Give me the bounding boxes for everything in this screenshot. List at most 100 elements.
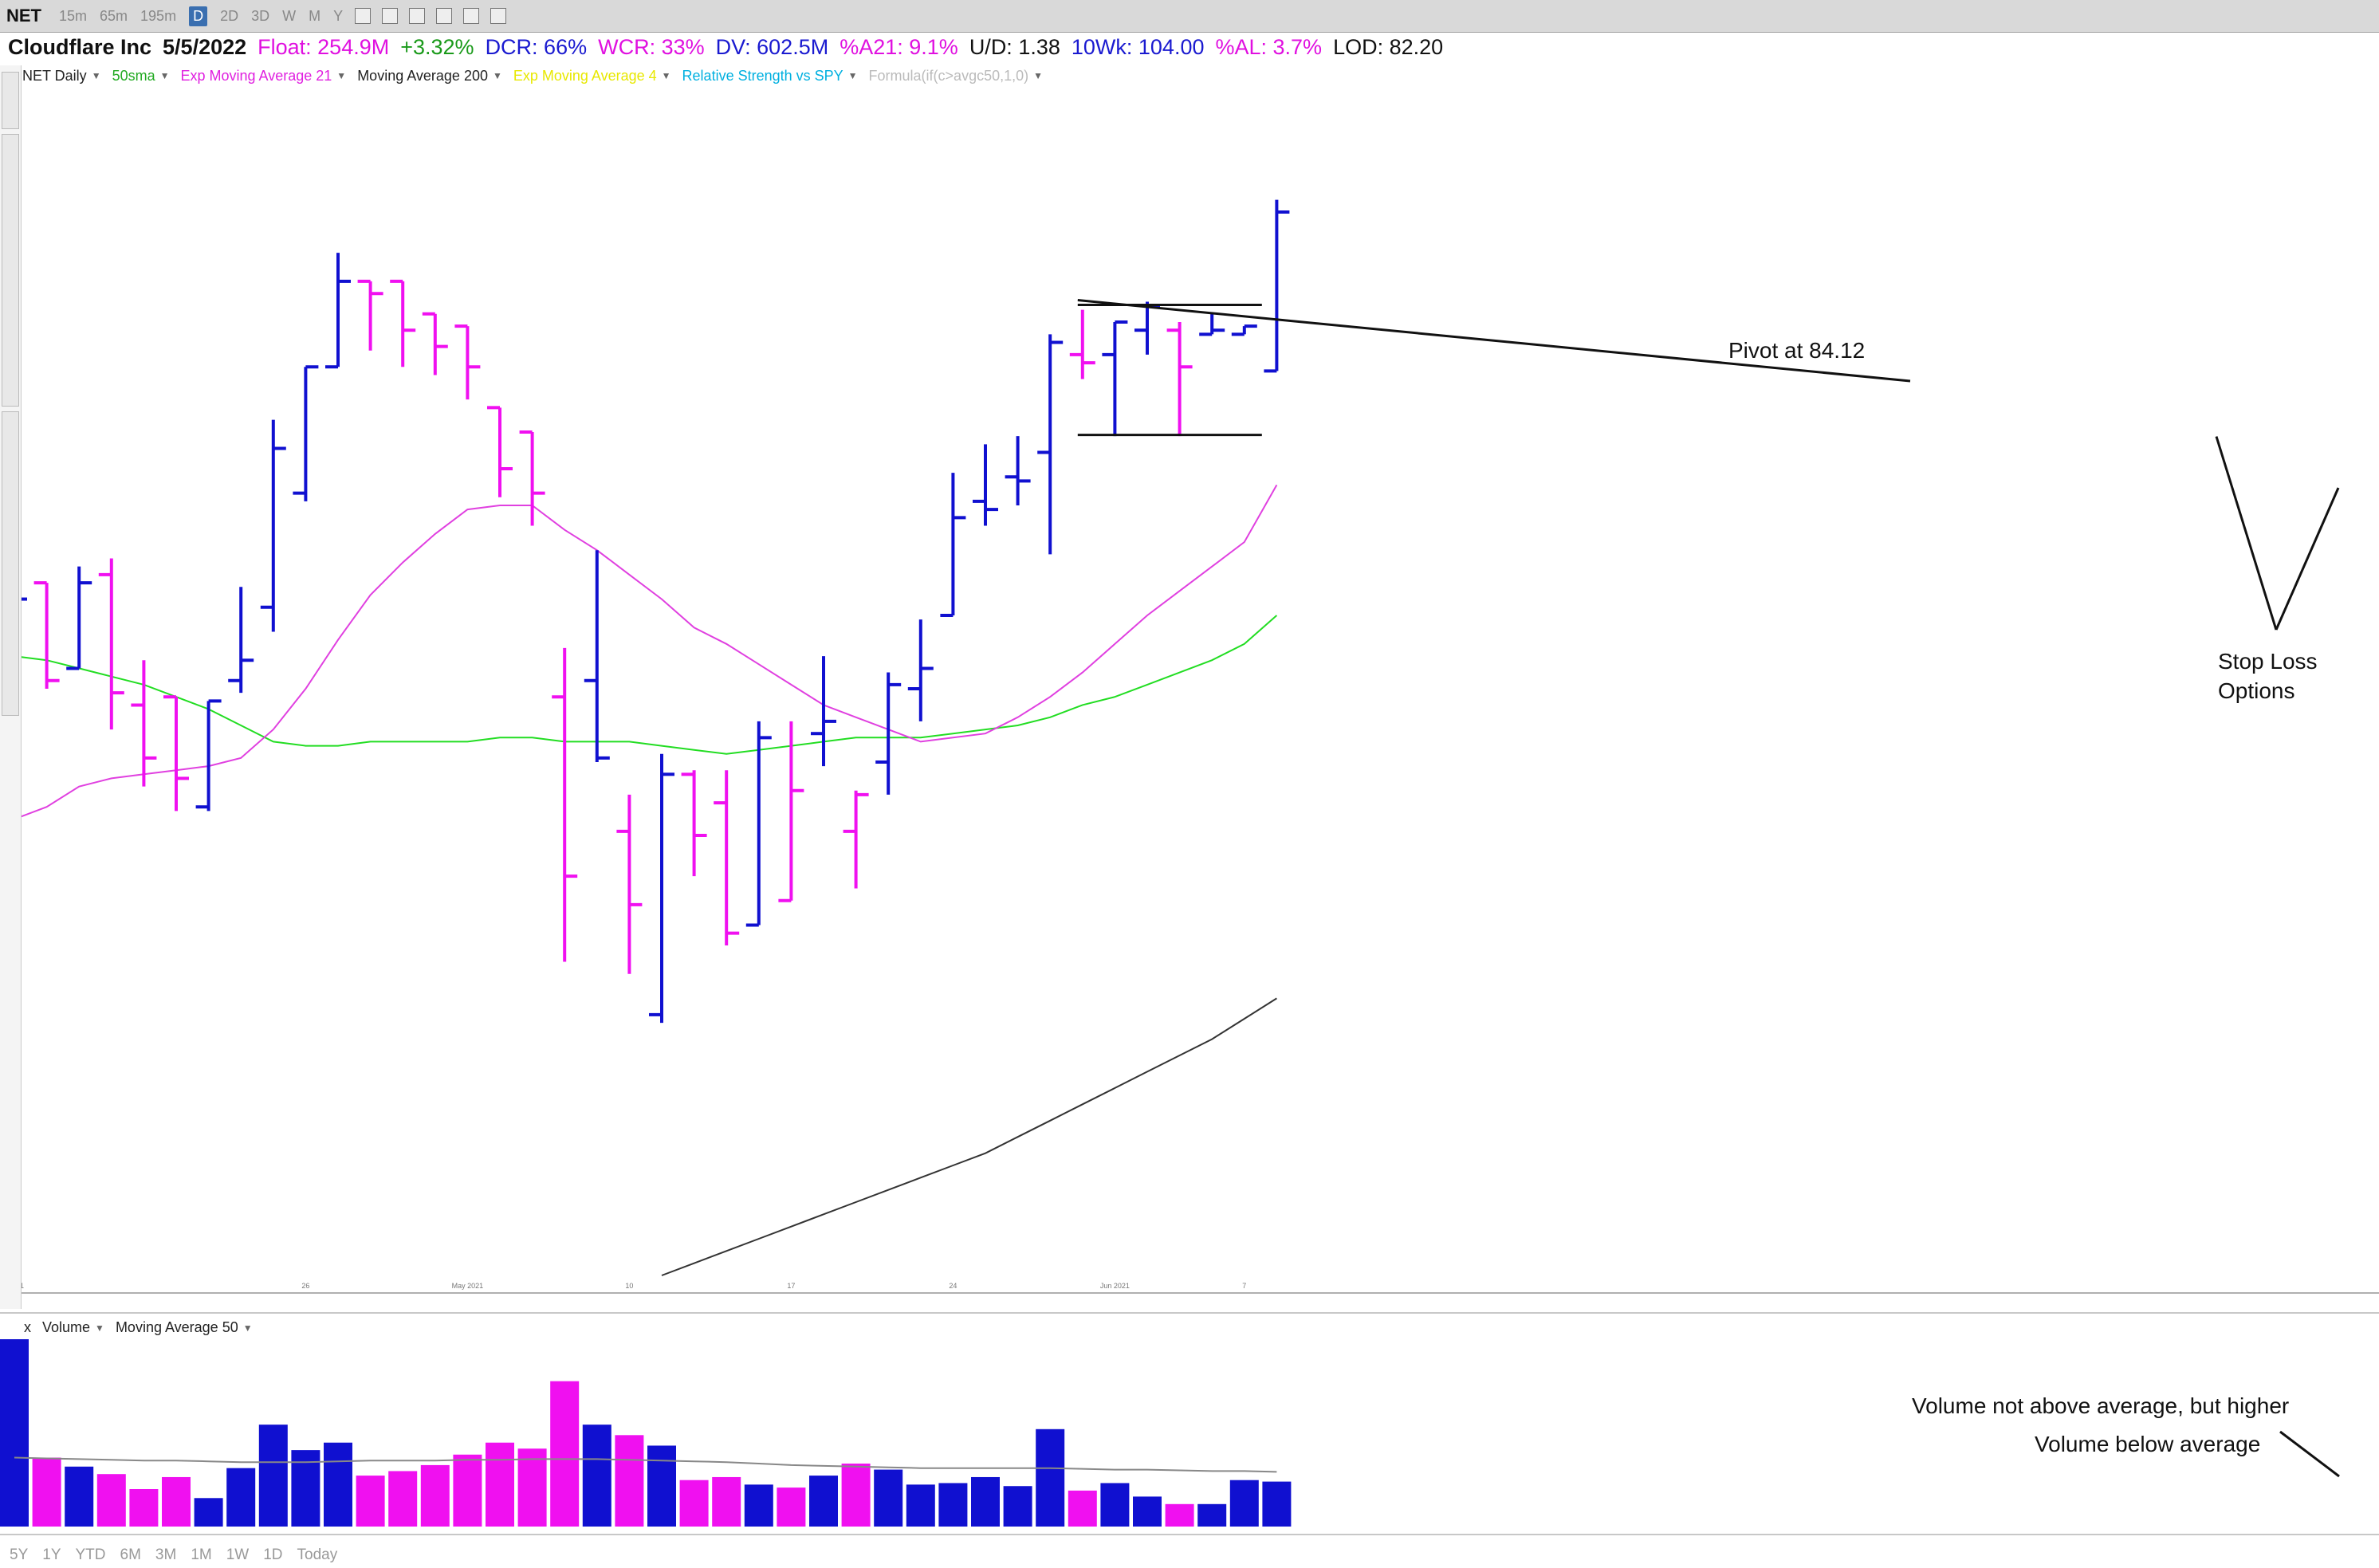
volume-bar: [1100, 1483, 1130, 1527]
volume-bar: [971, 1476, 1000, 1527]
legend-net-daily[interactable]: NET Daily ▼: [22, 68, 101, 84]
volume-bars: [0, 1339, 1292, 1527]
ohlc-bar: [1102, 320, 1128, 437]
chevron-down-icon[interactable]: ▼: [492, 70, 502, 81]
ohlc-bar: [422, 312, 448, 375]
ohlc-bar: [1005, 436, 1031, 505]
chevron-down-icon[interactable]: ▼: [242, 1322, 253, 1334]
legend-label: Moving Average 200: [357, 67, 488, 84]
legend-label: Exp Moving Average 4: [513, 67, 657, 84]
bar-style-icon[interactable]: [382, 8, 399, 24]
chevron-down-icon[interactable]: ▼: [1033, 70, 1044, 81]
volume-bar: [938, 1483, 968, 1527]
legend-ema21[interactable]: Exp Moving Average 21 ▼: [181, 68, 347, 84]
volume-bar: [517, 1448, 547, 1527]
range-1m[interactable]: 1M: [191, 1546, 212, 1563]
draw-pencil-icon[interactable]: [436, 8, 453, 24]
timeframe-195m[interactable]: 195m: [140, 7, 177, 24]
ohlc-bar: [519, 430, 545, 526]
chevron-down-icon[interactable]: ▼: [159, 70, 170, 81]
volume-label[interactable]: Volume: [42, 1319, 91, 1335]
panel-tab[interactable]: [2, 72, 19, 129]
volume-bar: [162, 1476, 191, 1527]
legend-formula[interactable]: Formula(if(c>avgc50,1,0) ▼: [869, 68, 1043, 84]
close-pane-icon[interactable]: x: [24, 1319, 31, 1335]
volume-bar: [258, 1425, 288, 1527]
settings-icon[interactable]: [490, 8, 507, 24]
volume-bar: [615, 1435, 644, 1527]
chevron-down-icon[interactable]: ▼: [336, 70, 347, 81]
chart-frame: [0, 1292, 2379, 1535]
top-toolbar: NET 15m 65m 195m D 2D 3D W M Y: [0, 0, 2379, 33]
change-stat: +3.32%: [400, 34, 474, 59]
timeframe-15m[interactable]: 15m: [59, 7, 88, 24]
range-6m[interactable]: 6M: [120, 1546, 141, 1563]
volume-bar: [906, 1484, 935, 1527]
x-tick-label: 26: [301, 1282, 309, 1290]
volume-ma-label[interactable]: Moving Average 50: [115, 1319, 238, 1335]
layers-icon[interactable]: [463, 8, 480, 24]
chevron-down-icon[interactable]: ▼: [661, 70, 671, 81]
ohlc-bars: [2, 199, 1290, 1024]
range-5y[interactable]: 5Y: [10, 1546, 29, 1563]
timeframe-daily[interactable]: D: [189, 6, 208, 26]
range-1d[interactable]: 1D: [263, 1546, 283, 1563]
moving-averages: [14, 484, 1278, 1276]
timeframe-weekly[interactable]: W: [282, 7, 297, 24]
ohlc-bar: [260, 419, 286, 632]
volume-higher-annotation: Volume not above average, but higher: [1912, 1393, 2290, 1418]
timeframe-2d[interactable]: 2D: [220, 7, 239, 24]
ohlc-bar: [293, 365, 319, 501]
ohlc-bar: [843, 790, 869, 889]
ohlc-bar: [1264, 199, 1290, 373]
ohlc-bar: [325, 253, 351, 369]
volume-bar: [712, 1476, 741, 1527]
grid-icon[interactable]: [409, 8, 426, 24]
ohlc-bar: [649, 753, 674, 1024]
a21-stat: %A21: 9.1%: [840, 34, 958, 59]
ohlc-bar: [811, 656, 836, 767]
float-stat: Float: 254.9M: [258, 34, 390, 59]
volume-bar: [744, 1484, 773, 1527]
volume-bar: [486, 1442, 514, 1527]
timeframe-3d[interactable]: 3D: [251, 7, 270, 24]
ohlc-bar: [1134, 301, 1160, 355]
volume-bar: [194, 1498, 223, 1527]
range-1w[interactable]: 1W: [226, 1546, 250, 1563]
volume-bar: [65, 1466, 94, 1527]
quote-date: 5/5/2022: [163, 34, 247, 59]
dv-stat: DV: 602.5M: [715, 34, 829, 59]
volume-bar: [841, 1464, 871, 1527]
ohlc-bar: [131, 660, 157, 787]
chevron-down-icon[interactable]: ▼: [847, 70, 858, 81]
range-1y[interactable]: 1Y: [42, 1546, 61, 1563]
chevron-down-icon[interactable]: ▼: [91, 70, 101, 81]
volume-bar: [874, 1469, 903, 1527]
legend-ma200[interactable]: Moving Average 200 ▼: [357, 68, 502, 84]
timeframe-monthly[interactable]: M: [309, 7, 321, 24]
ticker-symbol[interactable]: NET: [6, 6, 41, 26]
ohlc-bar: [195, 699, 222, 812]
timeframe-yearly[interactable]: Y: [333, 7, 344, 24]
range-today[interactable]: Today: [297, 1546, 338, 1563]
volume-bar: [1229, 1480, 1259, 1527]
volume-pointer-line: [2279, 1430, 2340, 1478]
range-ytd[interactable]: YTD: [75, 1546, 106, 1563]
legend-rs-spy[interactable]: Relative Strength vs SPY ▼: [682, 68, 858, 84]
stop-loss-pointer-line: [2215, 436, 2278, 631]
chevron-down-icon[interactable]: ▼: [95, 1322, 104, 1334]
left-panel-tabs: [0, 65, 22, 1309]
range-selector: 5Y 1Y YTD 6M 3M 1M 1W 1D Today: [10, 1546, 352, 1564]
panel-tab[interactable]: [2, 134, 19, 407]
legend-label: 50sma: [112, 67, 155, 84]
legend-50sma[interactable]: 50sma ▼: [112, 68, 170, 84]
panel-tab[interactable]: [2, 411, 19, 716]
volume-bar: [388, 1471, 418, 1527]
chart-type-icon[interactable]: [355, 8, 372, 24]
range-3m[interactable]: 3M: [155, 1546, 177, 1563]
legend-ema4[interactable]: Exp Moving Average 4 ▼: [513, 68, 671, 84]
legend-label: Exp Moving Average 21: [180, 67, 332, 84]
timeframe-65m[interactable]: 65m: [100, 7, 128, 24]
volume-bar: [550, 1381, 580, 1527]
